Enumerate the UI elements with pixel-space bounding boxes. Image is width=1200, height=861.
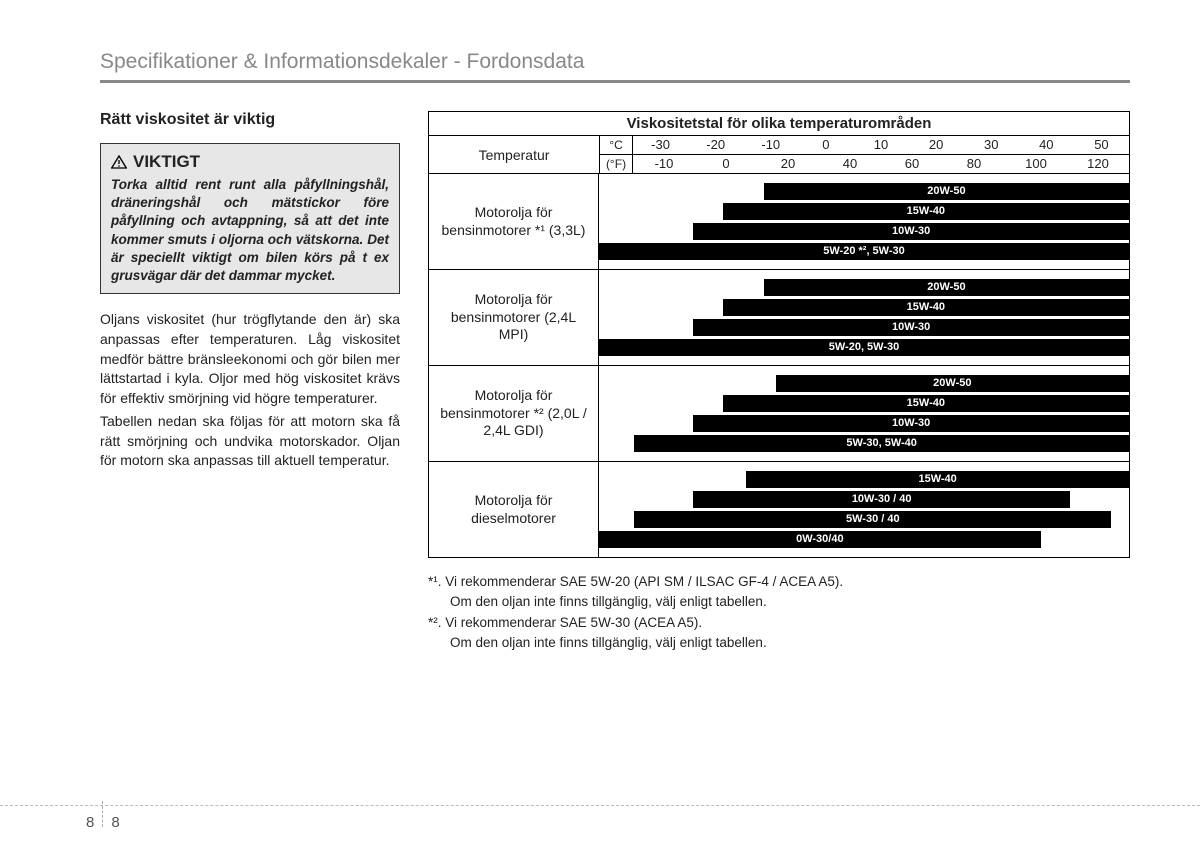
footnote-1a: *¹. Vi rekommenderar SAE 5W-20 (API SM /… [428, 572, 1130, 592]
viscosity-bar: 5W-20 *², 5W-30 [599, 243, 1129, 260]
tick-f: 80 [943, 155, 1005, 173]
viscosity-bar: 15W-40 [723, 395, 1129, 412]
bars-cell: 20W-50 15W-40 10W-30 5W-20, 5W-30 [599, 270, 1129, 365]
tick-f: 20 [757, 155, 819, 173]
tick-f: 40 [819, 155, 881, 173]
tick-c: 0 [798, 136, 853, 154]
viscosity-bar: 5W-30, 5W-40 [634, 435, 1129, 452]
bars-cell: 20W-50 15W-40 10W-30 5W-20 *², 5W-30 [599, 174, 1129, 269]
viscosity-bar: 10W-30 / 40 [693, 491, 1070, 508]
chart-title: Viskositetstal för olika temperaturområd… [429, 112, 1129, 136]
footer-dash [0, 805, 1200, 806]
unit-f: (°F) [600, 155, 632, 173]
viscosity-bar: 10W-30 [693, 415, 1129, 432]
chart-row: Motorolja för bensinmotorer *² (2,0L / 2… [429, 366, 1129, 462]
viscosity-bar: 15W-40 [723, 299, 1129, 316]
notice-title: VIKTIGT [133, 152, 200, 172]
tick-c: 10 [853, 136, 908, 154]
viscosity-bar: 0W-30/40 [599, 531, 1041, 548]
tick-f: 0 [695, 155, 757, 173]
tick-c: 40 [1019, 136, 1074, 154]
tick-c: -10 [743, 136, 798, 154]
viscosity-bar: 5W-30 / 40 [634, 511, 1111, 528]
tick-f: 120 [1067, 155, 1129, 173]
tick-c: -20 [688, 136, 743, 154]
viscosity-bar: 20W-50 [764, 279, 1129, 296]
tick-f: -10 [633, 155, 695, 173]
tick-c: 20 [909, 136, 964, 154]
page-header: Specifikationer & Informationsdekaler - … [100, 50, 1130, 83]
scale-fahrenheit: -10020406080100120 [633, 155, 1129, 173]
chart-header-row: Temperatur °C (°F) -30-20-1001020304050 … [429, 136, 1129, 174]
notice-box: VIKTIGT Torka alltid rent runt alla påfy… [100, 143, 400, 294]
warning-icon [111, 155, 127, 169]
page-number: 8 8 [86, 801, 120, 831]
unit-c: °C [600, 136, 632, 155]
bars-cell: 15W-40 10W-30 / 40 5W-30 / 40 0W-30/40 [599, 462, 1129, 557]
viscosity-chart: Viskositetstal för olika temperaturområd… [428, 111, 1130, 558]
page-num-left: 8 [86, 814, 94, 831]
paragraph-1: Oljans viskositet (hur trögflytande den … [100, 310, 400, 408]
viscosity-bar: 15W-40 [723, 203, 1129, 220]
tick-c: -30 [633, 136, 688, 154]
section-subtitle: Rätt viskositet är viktig [100, 111, 400, 129]
tick-c: 50 [1074, 136, 1129, 154]
scale-celsius: -30-20-1001020304050 [633, 136, 1129, 155]
paragraph-2: Tabellen nedan ska följas för att motorn… [100, 412, 400, 471]
row-label: Motorolja för bensinmotorer *² (2,0L / 2… [429, 366, 599, 461]
row-label: Motorolja för bensinmotorer *¹ (3,3L) [429, 174, 599, 269]
chart-row: Motorolja för dieselmotorer 15W-40 10W-30 … [429, 462, 1129, 557]
temp-label: Temperatur [429, 136, 600, 173]
chart-row: Motorolja för bensinmotorer *¹ (3,3L)20W… [429, 174, 1129, 270]
viscosity-bar: 5W-20, 5W-30 [599, 339, 1129, 356]
page-num-right: 8 [111, 814, 119, 831]
viscosity-bar: 10W-30 [693, 319, 1129, 336]
bars-cell: 20W-50 15W-40 10W-30 5W-30, 5W-40 [599, 366, 1129, 461]
viscosity-bar: 10W-30 [693, 223, 1129, 240]
tick-f: 100 [1005, 155, 1067, 173]
notice-body: Torka alltid rent runt alla påfyllningsh… [111, 176, 389, 285]
row-label: Motorolja för bensinmotorer (2,4L MPI) [429, 270, 599, 365]
footnote-2b: Om den oljan inte finns tillgänglig, väl… [428, 633, 1130, 653]
viscosity-bar: 15W-40 [746, 471, 1129, 488]
unit-column: °C (°F) [600, 136, 633, 173]
footnote-2a: *². Vi rekommenderar SAE 5W-30 (ACEA A5)… [428, 613, 1130, 633]
tick-f: 60 [881, 155, 943, 173]
footnotes: *¹. Vi rekommenderar SAE 5W-20 (API SM /… [428, 572, 1130, 653]
viscosity-bar: 20W-50 [764, 183, 1129, 200]
row-label: Motorolja för dieselmotorer [429, 462, 599, 557]
footnote-1b: Om den oljan inte finns tillgänglig, väl… [428, 592, 1130, 612]
viscosity-bar: 20W-50 [776, 375, 1129, 392]
tick-c: 30 [964, 136, 1019, 154]
chart-row: Motorolja för bensinmotorer (2,4L MPI)20… [429, 270, 1129, 366]
